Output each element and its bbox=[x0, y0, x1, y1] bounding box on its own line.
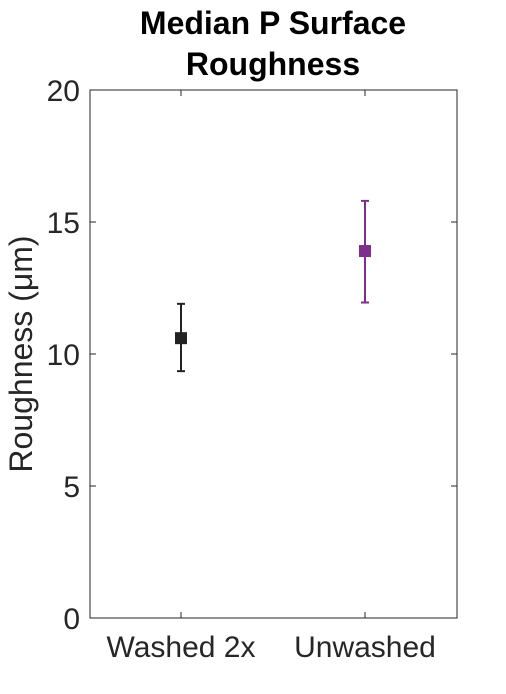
x-tick-label: Unwashed bbox=[294, 631, 436, 664]
data-point-marker bbox=[175, 332, 187, 345]
y-tick-label: 15 bbox=[47, 207, 80, 240]
y-tick-label: 20 bbox=[47, 75, 80, 108]
chart-title-line-2: Roughness bbox=[186, 46, 360, 82]
data-marks bbox=[175, 199, 371, 373]
y-tick-label: 5 bbox=[63, 471, 80, 504]
plot-area bbox=[89, 89, 458, 619]
y-tick-label: 0 bbox=[63, 603, 80, 636]
x-axis-ticks: Washed 2x Unwashed bbox=[107, 90, 436, 664]
y-axis-label: Roughness (μm) bbox=[3, 235, 39, 472]
data-point-marker bbox=[359, 245, 371, 258]
x-tick-label: Washed 2x bbox=[107, 631, 256, 664]
chart-title-line-1: Median P Surface bbox=[140, 5, 406, 41]
y-tick-label: 10 bbox=[47, 339, 80, 372]
y-axis-ticks: 0 5 10 15 20 bbox=[47, 75, 457, 636]
